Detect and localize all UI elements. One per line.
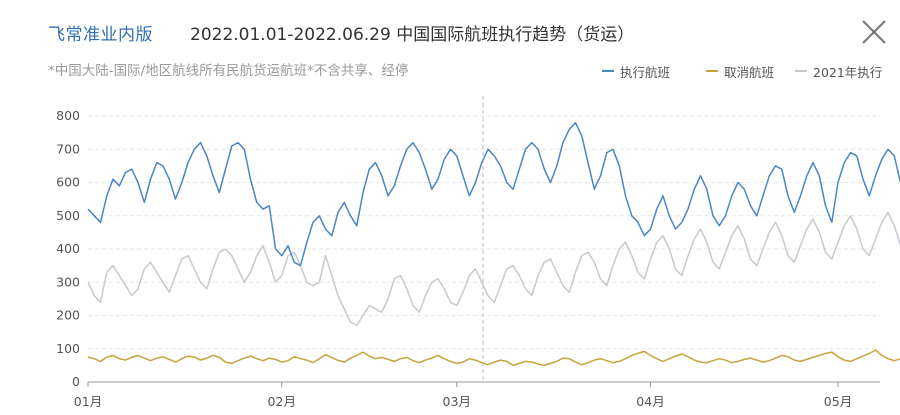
x-tick-label: 04月 [636, 394, 664, 409]
legend-label-cancelled: 取消航班 [724, 65, 775, 80]
x-tick-label: 02月 [268, 394, 296, 409]
brand-label: 飞常准业内版 [48, 25, 153, 45]
series-line-executed [87, 121, 900, 267]
legend-swatch-2021 [795, 70, 807, 72]
legend-label-executed: 执行航班 [620, 65, 671, 80]
y-tick-label: 400 [56, 241, 80, 256]
page-title: 2022.01.01-2022.06.29 中国国际航班执行趋势（货运） [190, 25, 635, 45]
y-tick-label: 700 [56, 141, 80, 156]
y-tick-label: 200 [56, 308, 80, 323]
x-tick-label: 01月 [74, 394, 102, 409]
legend-swatch-executed [602, 70, 614, 72]
y-tick-label: 500 [56, 208, 80, 223]
y-tick-label: 0 [72, 374, 80, 389]
close-icon[interactable] [858, 16, 890, 48]
series-line-2021 [87, 211, 900, 327]
x-tick-label: 05月 [824, 394, 852, 409]
legend-swatch-cancelled [706, 70, 718, 72]
series-line-cancelled [87, 349, 900, 367]
y-tick-label: 300 [56, 274, 80, 289]
y-tick-label: 100 [56, 341, 80, 356]
x-tick-label: 03月 [443, 394, 471, 409]
chart-subtitle: *中国大陆-国际/地区航线所有民航货运航班*不含共享、经停 [48, 63, 409, 79]
y-tick-label: 800 [56, 108, 80, 123]
legend-label-2021: 2021年执行 [813, 65, 883, 80]
y-tick-label: 600 [56, 175, 80, 190]
